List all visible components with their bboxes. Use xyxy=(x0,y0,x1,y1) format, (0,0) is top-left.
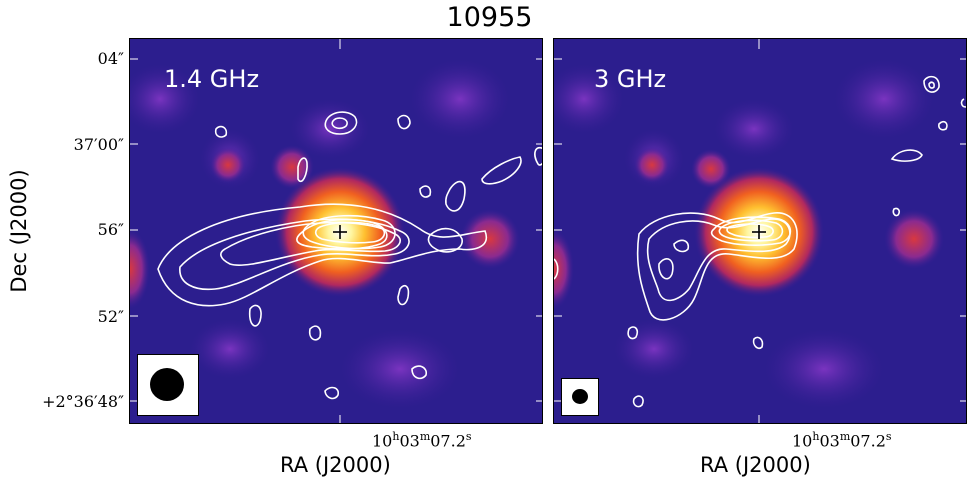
beam-box xyxy=(561,378,599,416)
beam-ellipse-icon xyxy=(572,389,588,404)
y-tick-label: 37′00″ xyxy=(73,135,124,154)
plus-icon xyxy=(333,225,347,239)
y-tick-label: 04″ xyxy=(97,49,124,68)
y-tick-label: 52″ xyxy=(97,307,124,326)
y-tick-label: +2°36′48″ xyxy=(42,392,124,411)
x-axis-label: RA (J2000) xyxy=(280,453,391,477)
contour-lines xyxy=(157,111,542,400)
beam-box xyxy=(137,354,199,416)
panel-1400mhz: 1.4 GHz xyxy=(129,38,543,424)
contour-lines xyxy=(554,75,966,408)
beam-ellipse-icon xyxy=(150,368,184,401)
y-tick-label: 56″ xyxy=(97,220,124,239)
figure-title: 10955 xyxy=(446,2,533,33)
frequency-label: 3 GHz xyxy=(594,65,667,93)
radio-image-3ghz xyxy=(554,39,966,423)
y-axis-label: Dec (J2000) xyxy=(7,169,31,293)
axis-ticks xyxy=(554,39,966,423)
frequency-label: 1.4 GHz xyxy=(164,65,260,93)
panel-3ghz: 3 GHz xyxy=(553,38,967,424)
axis-ticks xyxy=(130,39,542,423)
plus-icon xyxy=(752,225,766,239)
x-axis-label: RA (J2000) xyxy=(700,453,811,477)
x-tick-label: 10h03m07.2s xyxy=(372,430,472,451)
x-tick-label: 10h03m07.2s xyxy=(792,430,892,451)
panel-gap xyxy=(543,38,553,424)
